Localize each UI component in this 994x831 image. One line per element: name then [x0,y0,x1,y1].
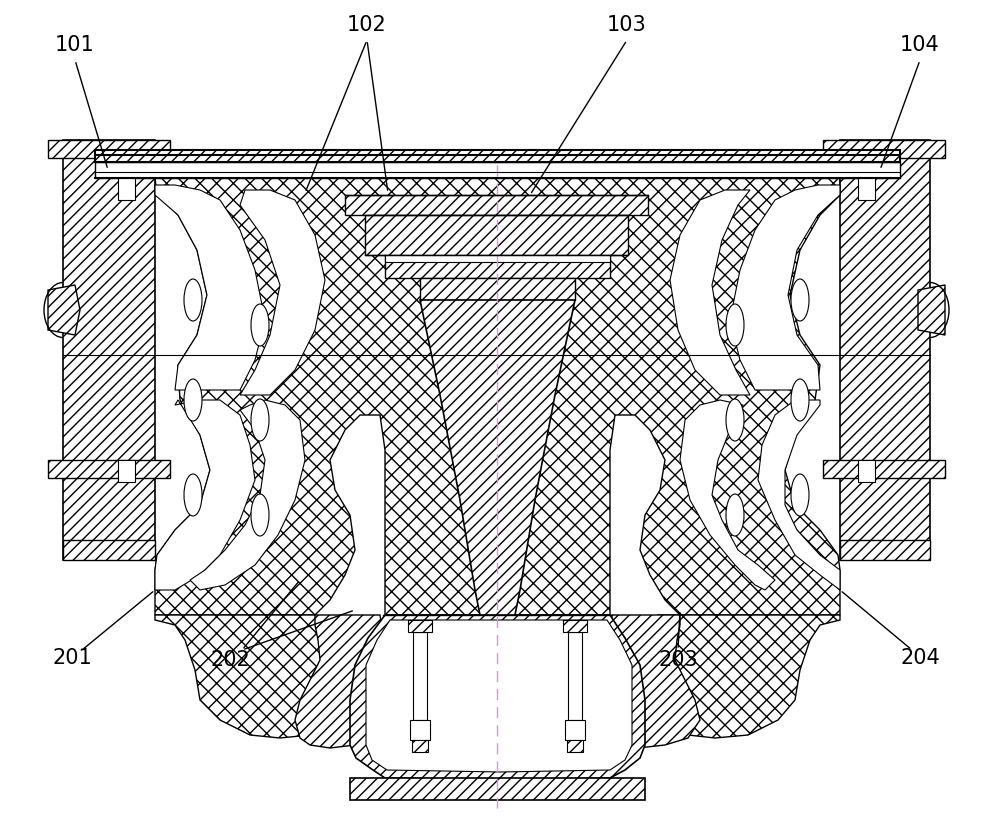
Polygon shape [95,150,900,162]
Polygon shape [385,255,610,278]
Ellipse shape [791,474,809,516]
Polygon shape [155,185,265,390]
Polygon shape [240,190,325,395]
Ellipse shape [251,399,269,441]
Polygon shape [640,615,840,738]
Polygon shape [680,400,775,590]
Polygon shape [823,460,945,478]
Polygon shape [412,740,428,752]
Ellipse shape [726,399,744,441]
Polygon shape [858,460,875,482]
Polygon shape [758,400,840,590]
Polygon shape [345,195,648,215]
Polygon shape [63,540,155,560]
Ellipse shape [726,494,744,536]
Ellipse shape [791,279,809,321]
Polygon shape [63,140,155,560]
Polygon shape [155,178,840,615]
Ellipse shape [251,494,269,536]
Ellipse shape [791,379,809,421]
Polygon shape [155,400,255,590]
Text: 203: 203 [658,650,698,670]
Polygon shape [48,285,80,335]
Polygon shape [118,178,135,200]
Polygon shape [840,540,930,560]
Polygon shape [563,620,587,632]
Polygon shape [670,190,750,395]
Text: 103: 103 [607,15,647,35]
Text: 102: 102 [347,15,387,35]
Ellipse shape [184,474,202,516]
Text: 201: 201 [52,648,91,668]
Polygon shape [366,620,632,772]
Text: 204: 204 [901,648,940,668]
Polygon shape [410,720,430,740]
Polygon shape [918,285,945,335]
Polygon shape [420,300,575,615]
Ellipse shape [184,279,202,321]
Polygon shape [350,615,645,780]
Polygon shape [365,215,628,255]
Polygon shape [385,255,610,262]
Polygon shape [413,632,427,720]
Ellipse shape [251,304,269,346]
Text: 101: 101 [55,35,94,55]
Polygon shape [608,615,700,748]
Polygon shape [565,720,585,740]
Polygon shape [295,615,385,748]
Polygon shape [858,178,875,200]
Polygon shape [155,615,358,738]
Polygon shape [48,140,170,158]
Polygon shape [190,400,305,590]
Polygon shape [118,460,135,482]
Polygon shape [568,632,582,720]
Polygon shape [350,778,645,800]
Polygon shape [420,278,575,300]
Polygon shape [48,460,170,478]
Polygon shape [823,140,945,158]
Polygon shape [730,185,840,390]
Ellipse shape [184,379,202,421]
Ellipse shape [726,304,744,346]
Text: 104: 104 [901,35,940,55]
Text: 202: 202 [210,650,249,670]
Polygon shape [567,740,583,752]
Polygon shape [95,162,900,178]
Polygon shape [408,620,432,632]
Polygon shape [840,140,930,560]
